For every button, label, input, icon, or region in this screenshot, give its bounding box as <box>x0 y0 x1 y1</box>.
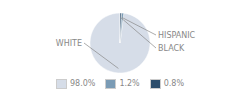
svg-text:HISPANIC: HISPANIC <box>158 31 196 40</box>
html-text:1.2%: 1.2% <box>119 79 140 88</box>
svg-text:WHITE: WHITE <box>56 39 82 48</box>
html-text:0.8%: 0.8% <box>163 79 184 88</box>
svg-text:BLACK: BLACK <box>158 44 185 53</box>
html-text:98.0%: 98.0% <box>70 79 96 88</box>
